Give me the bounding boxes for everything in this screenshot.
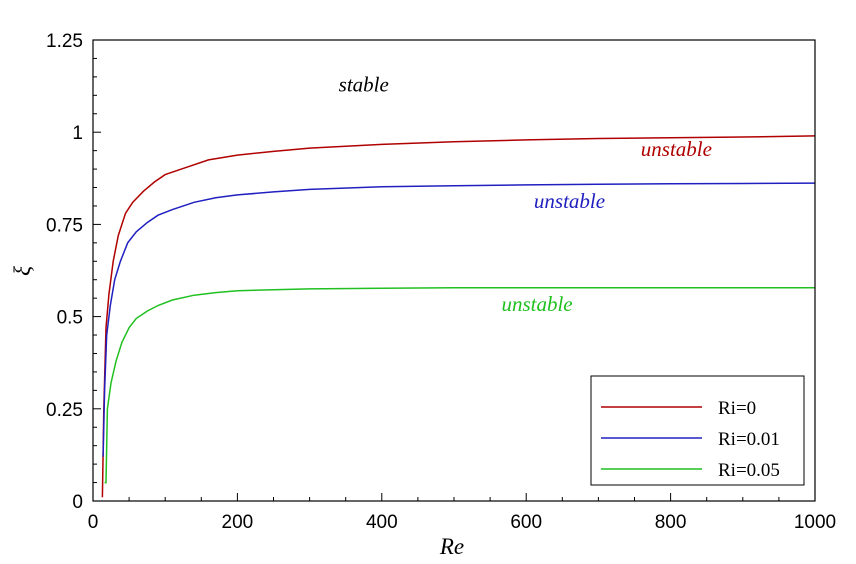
series-line-ri-0	[101, 135, 816, 498]
plot-frame	[92, 39, 816, 502]
x-axis-title: Re	[439, 534, 464, 559]
x-tick-label: 1000	[794, 512, 836, 533]
annotations: stable unstable unstable unstable	[339, 73, 712, 316]
x-tick-label: 0	[88, 512, 99, 533]
legend-label: Ri=0.01	[718, 429, 780, 450]
region-label-stable: stable	[339, 73, 389, 97]
x-tick-label: 200	[222, 512, 254, 533]
y-tick-label: 0.75	[46, 215, 83, 236]
region-label-unstable: unstable	[501, 292, 572, 316]
series-line-ri-0-01	[102, 182, 816, 457]
y-tick-label: 0.5	[57, 308, 83, 329]
legend: Ri=0 Ri=0.01 Ri=0.05	[590, 375, 805, 486]
series-lines	[101, 135, 816, 498]
region-label-unstable: unstable	[534, 189, 605, 213]
legend-box	[590, 375, 805, 486]
series-line-ri-0-05	[104, 287, 815, 484]
region-label-unstable: unstable	[641, 137, 712, 161]
y-tick-label: 0.25	[46, 400, 83, 421]
x-tick-label: 400	[366, 512, 398, 533]
y-tick-label: 1.25	[46, 31, 83, 52]
legend-label: Ri=0.05	[718, 460, 780, 481]
minor-ticks	[93, 57, 780, 501]
y-tick-label: 0	[72, 492, 83, 513]
tick-labels: 0 200 400 600 800 1000 0 0.25 0.5 0.75 1 1.25	[46, 31, 836, 533]
legend-entries: Ri=0 Ri=0.01 Ri=0.05	[601, 398, 780, 481]
y-axis-title: ξ	[10, 266, 35, 276]
x-tick-label: 800	[655, 512, 687, 533]
legend-label: Ri=0	[718, 398, 756, 419]
y-tick-label: 1	[72, 123, 83, 144]
x-tick-label: 600	[510, 512, 542, 533]
